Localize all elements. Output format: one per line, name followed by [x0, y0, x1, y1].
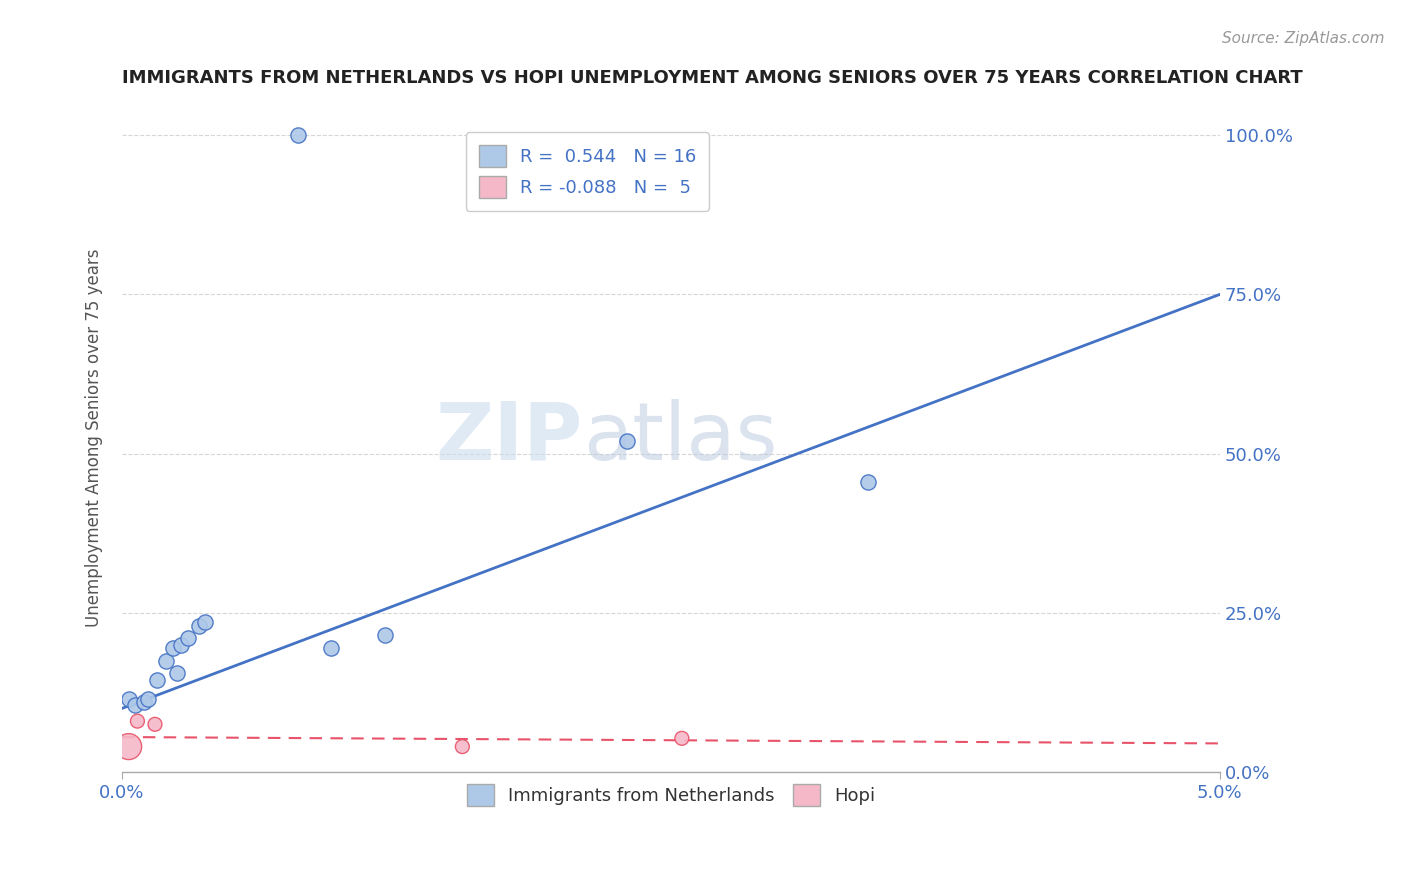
Text: ZIP: ZIP	[436, 399, 583, 476]
Y-axis label: Unemployment Among Seniors over 75 years: Unemployment Among Seniors over 75 years	[86, 249, 103, 627]
Text: Source: ZipAtlas.com: Source: ZipAtlas.com	[1222, 31, 1385, 46]
Point	[451, 739, 474, 754]
Point	[187, 618, 209, 632]
Point	[117, 691, 139, 706]
Text: IMMIGRANTS FROM NETHERLANDS VS HOPI UNEMPLOYMENT AMONG SENIORS OVER 75 YEARS COR: IMMIGRANTS FROM NETHERLANDS VS HOPI UNEM…	[122, 69, 1303, 87]
Text: atlas: atlas	[583, 399, 778, 476]
Point	[117, 739, 139, 754]
Point	[616, 434, 638, 448]
Point	[155, 654, 177, 668]
Point	[166, 666, 188, 681]
Point	[177, 632, 200, 646]
Point	[374, 628, 396, 642]
Point	[132, 695, 155, 709]
Point	[194, 615, 217, 630]
Point	[127, 714, 149, 728]
Legend: Immigrants from Netherlands, Hopi: Immigrants from Netherlands, Hopi	[460, 777, 883, 814]
Point	[287, 128, 309, 143]
Point	[162, 640, 184, 655]
Point	[170, 638, 193, 652]
Point	[671, 731, 693, 746]
Point	[138, 691, 160, 706]
Point	[124, 698, 146, 713]
Point	[319, 640, 342, 655]
Point	[146, 673, 169, 687]
Point	[143, 717, 166, 731]
Point	[858, 475, 880, 490]
